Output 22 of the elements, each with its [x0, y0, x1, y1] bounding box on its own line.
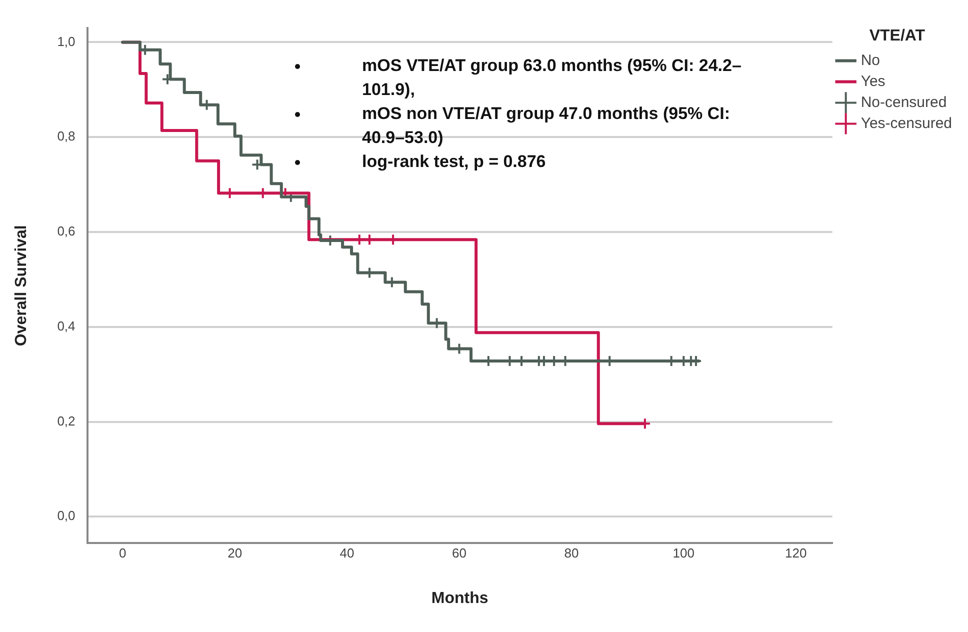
y-tick-label: 0,8 — [57, 128, 76, 144]
y-tick-label: 1,0 — [57, 34, 76, 49]
x-axis-title: Months — [431, 590, 488, 607]
x-tick-label: 20 — [228, 546, 242, 561]
y-tick-label: 0,4 — [57, 318, 76, 334]
annotation: mOS non VTE/AT group 47.0 months (95% CI: 40.9–53.0) — [362, 104, 730, 147]
y-axis-title: Overall Survival — [13, 225, 30, 346]
annotation: log-rank test, p = 0.876 — [362, 152, 546, 171]
x-tick-label: 40 — [340, 546, 354, 561]
x-tick-label: 80 — [564, 546, 579, 561]
x-tick-label: 0 — [119, 546, 126, 561]
legend-label: Yes — [860, 72, 886, 90]
y-tick-label: 0,6 — [57, 224, 76, 239]
x-tick-label: 100 — [672, 546, 695, 561]
legend-label: No-censured — [860, 94, 947, 111]
legend-label: No — [860, 52, 880, 69]
x-tick-label: 60 — [452, 546, 466, 561]
y-tick-label: 0,0 — [57, 508, 76, 524]
x-tick-label: 120 — [785, 546, 807, 561]
y-tick-label: 0,2 — [57, 413, 76, 428]
legend-label: Yes-censured — [860, 114, 952, 132]
legend-title: VTE/AT — [869, 27, 926, 44]
